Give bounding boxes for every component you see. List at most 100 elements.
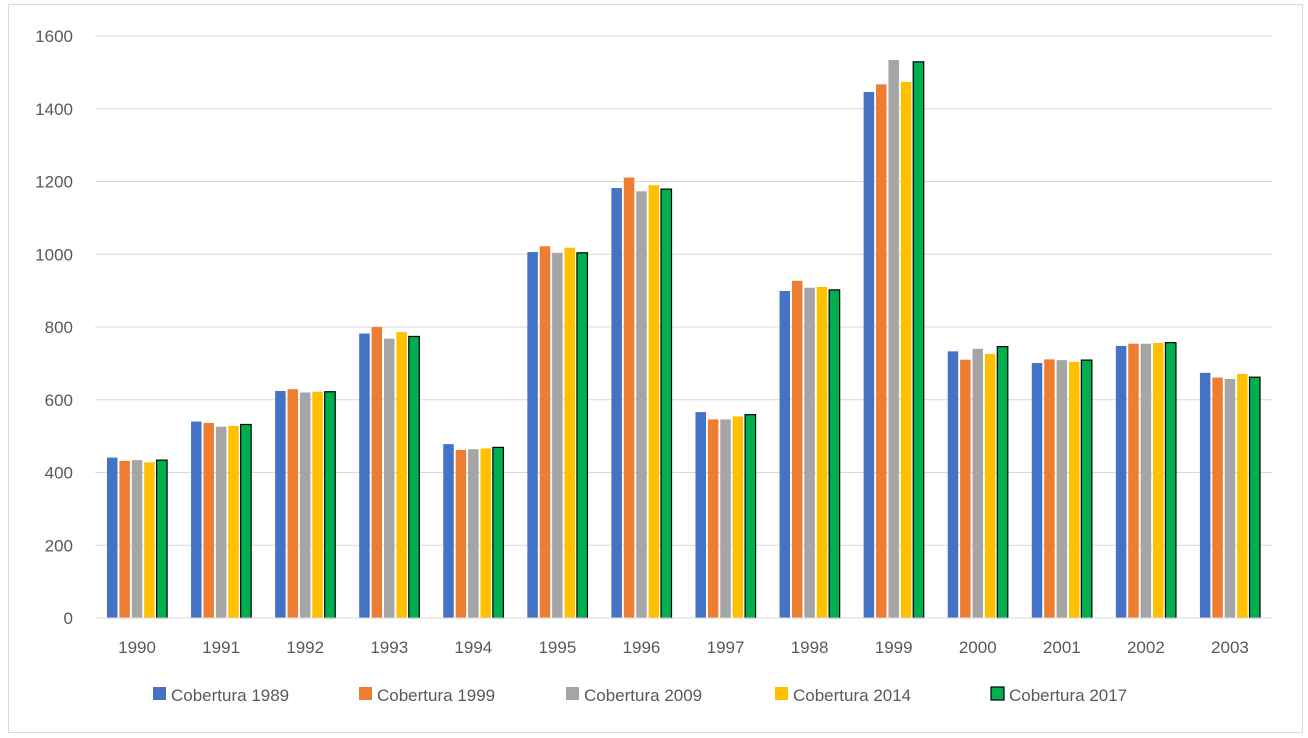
bar [816,286,828,618]
bar [1068,361,1080,618]
bar [443,444,454,618]
legend-swatch [153,687,166,700]
legend-label: Cobertura 2014 [793,686,911,705]
bar [106,457,118,618]
bar [1140,343,1152,618]
x-tick-label: 1992 [286,638,324,657]
x-tick-label: 1997 [707,638,745,657]
bar [287,389,299,618]
x-tick-label: 2000 [959,638,997,657]
bar [312,391,323,618]
bar [155,459,168,619]
bar [455,449,467,618]
y-tick-label: 200 [45,536,73,555]
bar [636,191,647,619]
bar [371,327,383,618]
gridlines [95,35,1272,546]
bar [828,289,841,619]
bar [191,421,202,618]
legend-swatch [359,687,372,700]
bar [695,412,706,618]
legend-label: Cobertura 2017 [1009,686,1127,705]
bar [984,353,996,618]
bar [888,60,899,618]
x-tick-label: 1990 [118,638,156,657]
bars [106,60,1261,619]
bar [1212,377,1223,618]
bar [1248,376,1261,619]
bar [623,177,635,618]
bar [1031,363,1043,618]
bar [791,280,803,618]
bar [1115,345,1127,618]
y-tick-label: 1000 [35,245,73,264]
bar [564,247,576,618]
legend-label: Cobertura 1989 [171,686,289,705]
y-tick-label: 1600 [35,27,73,46]
x-tick-label: 1993 [370,638,408,657]
legend-swatch [566,687,579,700]
bar [228,425,239,618]
bar [144,462,155,618]
legend: Cobertura 1989 Cobertura 1999 Cobertura 20… [153,686,1127,705]
bar [1164,342,1177,619]
bar [1199,372,1211,618]
y-tick-label: 800 [45,318,73,337]
bar [1056,360,1068,618]
bar [384,338,395,618]
bar [1224,379,1236,618]
legend-swatch [990,686,1005,701]
bar [552,252,563,619]
bar [779,290,791,618]
bar [527,252,538,618]
bar [492,446,504,619]
bar [1237,373,1248,618]
bar [744,414,757,619]
y-tick-label: 400 [45,464,73,483]
bar [1080,359,1093,619]
bar [215,426,227,618]
y-tick-label: 0 [64,609,73,628]
x-tick-label: 2001 [1043,638,1081,657]
bar [131,460,143,618]
bar [299,392,311,618]
bar [947,351,959,618]
x-tick-label: 1994 [454,638,492,657]
legend-label: Cobertura 1999 [377,686,495,705]
bar [480,448,491,618]
bar [648,185,660,618]
bar [359,333,370,618]
bar [720,419,731,618]
bar [611,188,622,619]
bar [900,81,912,618]
bar [1128,343,1139,618]
bar [539,246,551,618]
x-tick-label: 2003 [1211,638,1249,657]
bar [1044,359,1055,618]
x-tick-label: 2002 [1127,638,1165,657]
y-tick-label: 1200 [35,173,73,192]
bar [863,92,875,618]
x-axis: 1990 1991 1992 1993 1994 1995 1996 1997 1998 1999… [95,617,1272,657]
bar [1153,343,1164,618]
bar [240,423,252,619]
bar [408,335,420,619]
bar [324,391,336,619]
bar [876,84,887,618]
y-axis: 0 200 400 600 800 1000 1200 1400 1600 [35,27,73,628]
x-tick-label: 1996 [623,638,661,657]
bar [732,416,744,618]
bar [996,346,1009,619]
bar [707,419,719,618]
bar [119,460,130,618]
bar [972,348,983,618]
x-tick-label: 1999 [875,638,913,657]
bar [468,449,479,618]
bar [804,287,815,618]
bar [660,188,673,619]
bar [960,359,971,618]
legend-label: Cobertura 2009 [584,686,702,705]
bar [576,252,589,619]
bar [203,423,214,618]
